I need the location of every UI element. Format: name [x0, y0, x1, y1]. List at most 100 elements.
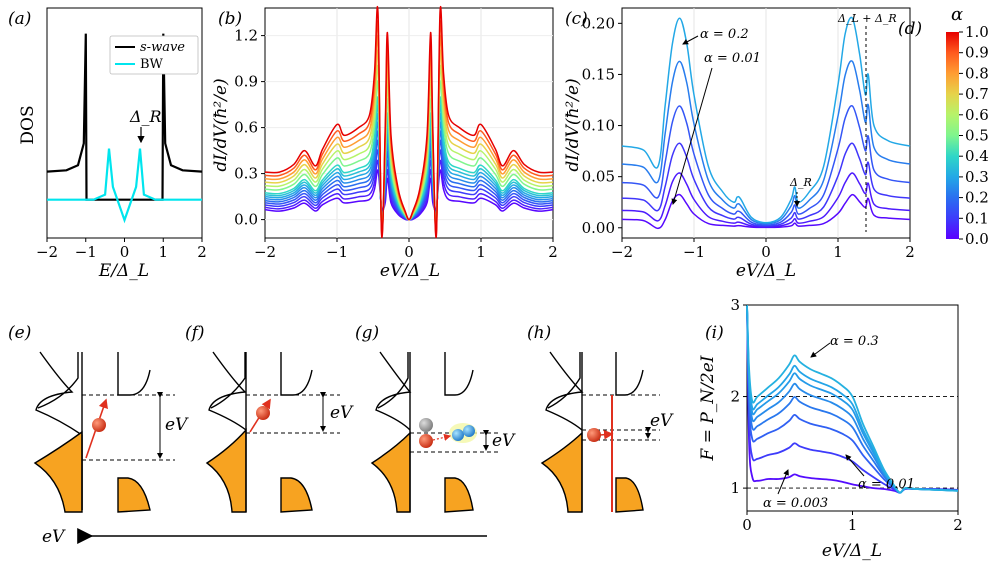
panel-b-xtick-label: 0	[404, 243, 414, 261]
panel-i-curve-alpha-0.3	[746, 304, 959, 494]
schematic-e-ev: eV	[165, 415, 189, 435]
panel-b-xlabel: eV/Δ_L	[380, 261, 440, 281]
panel-b-ylabel: dI/dV(ħ²/e)	[211, 78, 231, 171]
panel-c-curve-alpha-0.2	[621, 16, 911, 224]
panel-b-xtick-label: −1	[326, 243, 348, 261]
colorbar-tick-label: 0.4	[965, 147, 989, 165]
panel-a-ylabel: DOS	[18, 105, 38, 144]
colorbar-gradient	[946, 32, 959, 239]
legend-label-s-wave: s-wave	[140, 40, 185, 55]
panel-b-xtick-label: −2	[254, 243, 276, 261]
schematic-f: eV	[205, 351, 354, 513]
colorbar-tick-label: 0.1	[965, 209, 989, 227]
schematic-g-ev: eV	[492, 431, 516, 451]
bias-arrow-label: eV	[42, 527, 66, 547]
panel-c-ytick-label: 0.20	[582, 14, 615, 32]
panel-b: −2 −1 0 1 2 0.0 0.3 0.6 0.9 1.2 dI/dV(ħ²/e) eV/Δ_…	[211, 6, 558, 281]
panel-label-i: (i)	[705, 323, 724, 343]
colorbar-title: α	[951, 4, 963, 25]
panel-a-xtick-label: −1	[75, 243, 97, 261]
panel-c-curve-alpha-0.15	[621, 60, 911, 225]
panel-a-xtick-label: −2	[36, 243, 58, 261]
panel-a-xtick-label: 2	[197, 243, 207, 261]
panel-i-ylabel: F = P_N/2eI	[698, 355, 718, 461]
annotation-delta-r-c: Δ_R	[789, 176, 812, 189]
schematic-h: eV	[540, 351, 674, 513]
panel-label-a: (a)	[8, 9, 31, 29]
annotation-delta-sum: Δ_L + Δ_R	[837, 12, 897, 25]
panel-b-xtick-label: 2	[548, 243, 558, 261]
panel-i-xtick-label: 0	[742, 516, 752, 534]
series-s-wave	[46, 33, 203, 201]
schematic-h-ev: eV	[650, 411, 674, 431]
panel-a-xtick-label: 1	[158, 243, 168, 261]
panel-i-ytick-label: 1	[730, 479, 740, 497]
panel-c-xtick-label: 2	[905, 243, 915, 261]
panel-a-xtick-label: 0	[120, 243, 130, 261]
panel-c-xtick-label: −1	[683, 243, 705, 261]
series-bw	[47, 148, 202, 224]
schematic-f-ev: eV	[330, 403, 354, 423]
panel-b-ytick-label: 0.0	[234, 211, 258, 229]
panel-b-ytick-label: 0.3	[234, 165, 258, 183]
panel-i-xtick-label: 1	[848, 516, 858, 534]
annotation-alpha-0.3: α = 0.3	[830, 334, 879, 349]
annotation-alpha-0.2-arrow	[682, 35, 699, 45]
panel-i-ytick-label: 3	[730, 296, 740, 314]
colorbar-tick-label: 0.0	[965, 230, 989, 248]
colorbar-tick-label: 0.8	[965, 64, 989, 82]
colorbar-tick-label: 0.7	[965, 85, 989, 103]
annotation-alpha-0.3-arrow	[810, 342, 831, 358]
panel-label-e: (e)	[8, 323, 31, 343]
panel-b-ytick-label: 0.9	[234, 73, 258, 91]
schematics: eV eV eV	[33, 351, 674, 547]
panel-b-xtick-label: 1	[476, 243, 486, 261]
panel-c-curve-alpha-0.1	[621, 105, 911, 226]
panel-c-ylabel: dI/dV(ħ²/e)	[563, 78, 583, 171]
colorbar-tick-label: 0.2	[965, 189, 989, 207]
annotation-alpha-0.2: α = 0.2	[700, 27, 749, 42]
panel-a: DOS E/Δ_L −2 −1 0 1 2 s-wave BW Δ_R	[18, 7, 207, 281]
panel-d-colorbar: α 0.0 0.1 0.2 0.3 0.4 0.5 0.6 0.7 0.8 0.9 1.0	[946, 4, 989, 248]
panel-b-ytick-label: 1.2	[234, 27, 258, 45]
panel-b-ytick-label: 0.6	[234, 119, 258, 137]
panel-c: −2 −1 0 1 20.000.050.100.150.20 dI/dV(ħ²/e) …	[563, 7, 915, 281]
panel-c-xtick-label: 0	[761, 243, 771, 261]
annotation-delta-r: Δ_R	[129, 107, 162, 126]
panel-i-xlabel: eV/Δ_L	[822, 541, 882, 561]
panel-c-xtick-label: 1	[833, 243, 843, 261]
annotation-alpha-0.01: α = 0.01	[858, 477, 915, 492]
panel-c-xlabel: eV/Δ_L	[736, 261, 796, 281]
colorbar-tick-label: 0.6	[965, 106, 989, 124]
annotation-alpha-0.003-arrow	[777, 469, 789, 495]
annotation-alpha-0.01-arrow-i	[845, 454, 865, 477]
colorbar-tick-label: 0.5	[965, 127, 989, 145]
panel-label-g: (g)	[355, 323, 379, 343]
panel-i-xtick-label: 2	[953, 516, 963, 534]
panel-c-ytick-label: 0.15	[582, 65, 615, 83]
colorbar-tick-label: 0.9	[965, 44, 989, 62]
colorbar-tick-label: 0.3	[965, 168, 989, 186]
panel-label-c: (c)	[565, 9, 588, 29]
panel-c-ytick-label: 0.00	[582, 219, 615, 237]
panel-i-ytick-label: 2	[730, 388, 740, 406]
panel-c-ytick-label: 0.05	[582, 168, 615, 186]
schematic-e: eV	[33, 351, 189, 513]
panel-b-curve-alpha-1	[264, 6, 554, 239]
panel-i: 0 1 2 1 2 3 F = P_N/2eI eV/Δ_L α = 0.3 α = 0.…	[698, 296, 963, 561]
annotation-alpha-0.01: α = 0.01	[704, 51, 761, 66]
panel-label-h: (h)	[527, 323, 551, 343]
panel-label-b: (b)	[218, 9, 242, 29]
annotation-alpha-0.003: α = 0.003	[763, 496, 828, 511]
panel-c-ytick-label: 0.10	[582, 117, 615, 135]
panel-label-f: (f)	[185, 323, 205, 343]
panel-c-curve-alpha-0.03	[621, 172, 911, 228]
panel-a-xlabel: E/Δ_L	[98, 261, 149, 281]
colorbar-tick-label: 1.0	[965, 23, 989, 41]
annotation-alpha-0.01-arrow	[671, 67, 713, 205]
panel-c-curve-alpha-0.06	[621, 142, 911, 227]
panel-c-xtick-label: −2	[611, 243, 633, 261]
legend-label-bw: BW	[140, 57, 164, 72]
schematic-g: eV	[370, 351, 516, 513]
